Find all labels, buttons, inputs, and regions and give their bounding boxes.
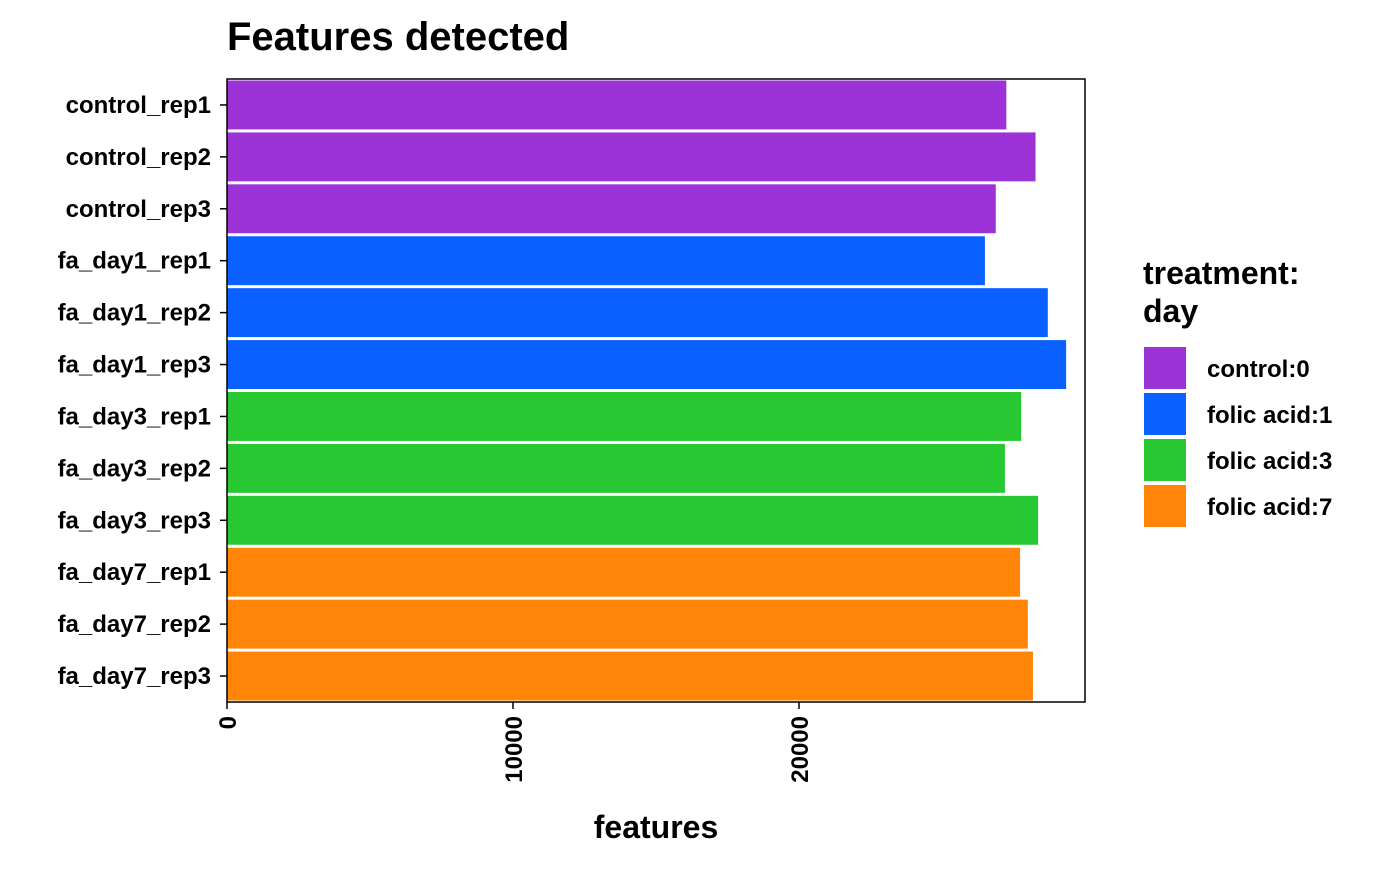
y-tick-label: fa_day3_rep3 bbox=[58, 507, 211, 534]
bar-control_rep1 bbox=[227, 80, 1007, 130]
chart-title: Features detected bbox=[227, 15, 569, 59]
y-tick-label: control_rep2 bbox=[66, 144, 211, 171]
y-tick-label: fa_day7_rep2 bbox=[58, 611, 211, 638]
bar-control_rep3 bbox=[227, 184, 996, 234]
legend-label: folic acid:1 bbox=[1207, 402, 1332, 429]
y-tick-label: control_rep1 bbox=[66, 92, 211, 119]
y-tick-label: fa_day3_rep2 bbox=[58, 455, 211, 482]
legend-swatch bbox=[1144, 485, 1186, 527]
y-axis: control_rep1 control_rep2 control_rep3 fa_d… bbox=[58, 92, 227, 690]
plot-panel-border bbox=[226, 78, 1086, 703]
x-tick-label: 0 bbox=[215, 716, 242, 729]
legend-label: folic acid:7 bbox=[1207, 494, 1332, 521]
bar-control_rep2 bbox=[227, 132, 1036, 182]
x-tick-label: 10000 bbox=[501, 716, 528, 783]
bar-fa_day7_rep2 bbox=[227, 599, 1028, 649]
legend-title: day bbox=[1143, 293, 1198, 329]
legend-swatch bbox=[1144, 347, 1186, 389]
y-tick-label: control_rep3 bbox=[66, 196, 211, 223]
legend-swatch bbox=[1144, 393, 1186, 435]
y-tick-label: fa_day7_rep1 bbox=[58, 559, 211, 586]
bar-fa_day3_rep3 bbox=[227, 495, 1039, 545]
x-axis-title: features bbox=[594, 809, 719, 845]
legend-label: folic acid:3 bbox=[1207, 448, 1332, 475]
legend: treatment:day control:0 folic acid:1 folic … bbox=[1143, 255, 1332, 527]
y-tick-label: fa_day1_rep1 bbox=[58, 248, 211, 275]
bar-fa_day7_rep1 bbox=[227, 547, 1021, 597]
y-tick-label: fa_day1_rep3 bbox=[58, 352, 211, 379]
bar-fa_day1_rep3 bbox=[227, 340, 1067, 389]
legend-swatch bbox=[1144, 439, 1186, 481]
legend-label: control:0 bbox=[1207, 356, 1310, 383]
legend-title: treatment: bbox=[1143, 255, 1299, 291]
y-tick-label: fa_day1_rep2 bbox=[58, 300, 211, 327]
x-axis: 0 10000 20000 bbox=[215, 702, 814, 783]
bar-fa_day3_rep2 bbox=[227, 443, 1005, 493]
bar-fa_day7_rep3 bbox=[227, 651, 1033, 701]
y-tick-label: fa_day3_rep1 bbox=[58, 403, 211, 430]
bars-group bbox=[227, 80, 1067, 701]
bar-fa_day1_rep1 bbox=[227, 236, 985, 286]
bar-fa_day3_rep1 bbox=[227, 392, 1022, 441]
y-tick-label: fa_day7_rep3 bbox=[58, 663, 211, 690]
bar-fa_day1_rep2 bbox=[227, 288, 1048, 338]
x-tick-label: 20000 bbox=[787, 716, 814, 783]
